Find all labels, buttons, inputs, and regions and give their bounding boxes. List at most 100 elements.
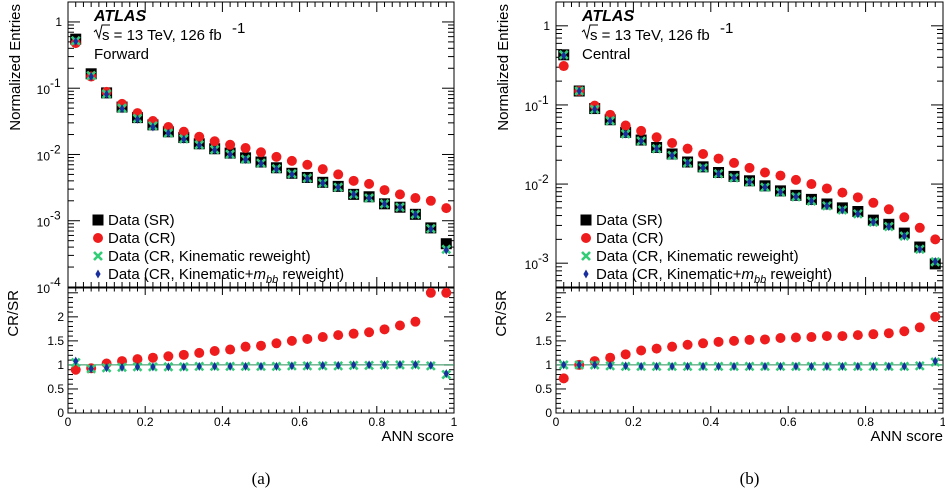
ratio-point — [425, 287, 436, 298]
ratio-point — [561, 360, 567, 370]
data-point — [425, 195, 436, 206]
data-point — [394, 189, 405, 200]
data-point — [428, 224, 434, 234]
data-point — [443, 245, 449, 255]
data-point — [806, 179, 817, 190]
data-point — [88, 72, 94, 82]
ratio-point — [209, 345, 220, 356]
ratio-tick-label: 1 — [545, 358, 552, 372]
ratio-point — [132, 354, 143, 365]
data-point — [333, 169, 344, 180]
ratio-point — [212, 361, 218, 371]
y-tick-exponent: -3 — [538, 251, 549, 265]
ratio-point — [364, 327, 375, 338]
ratio-point — [333, 330, 344, 341]
y-tick-exponent: -3 — [50, 209, 61, 223]
data-point — [242, 154, 249, 164]
data-point — [440, 238, 452, 250]
ratio-point — [412, 359, 418, 369]
data-point — [410, 193, 421, 204]
legend-entry: Data (CR) — [596, 230, 664, 247]
ratio-point — [698, 338, 709, 349]
ratio-point — [638, 361, 644, 371]
data-point — [837, 187, 848, 198]
ratio-point — [163, 351, 174, 362]
ratio-point — [441, 287, 452, 298]
ratio-point — [302, 333, 313, 344]
data-point — [669, 150, 675, 160]
ratio-point — [623, 361, 629, 371]
ratio-point — [256, 340, 266, 351]
data-point — [930, 234, 941, 245]
data-point — [364, 178, 375, 189]
ratio-point — [852, 330, 863, 341]
ratio-point — [366, 360, 372, 370]
ratio-point — [839, 361, 845, 371]
ratio-point — [620, 349, 631, 360]
series-circle — [70, 38, 452, 214]
x-tick-label: 1 — [451, 415, 458, 429]
data-point — [227, 149, 233, 159]
legend-marker — [92, 214, 104, 226]
data-point — [381, 199, 388, 209]
ratio-point — [932, 356, 938, 366]
ratio-tick-label: 0.5 — [535, 382, 552, 396]
y-tick-label: 10 — [525, 258, 539, 272]
legend-entry: Data (CR, Kinematic reweight) — [108, 248, 311, 265]
ratio-point — [746, 361, 753, 371]
series-diamond — [73, 36, 449, 255]
x-axis-label: ANN score — [870, 428, 943, 445]
region-label: Forward — [94, 46, 149, 63]
x-axis-label: ANN score — [381, 428, 454, 445]
data-point — [209, 136, 220, 147]
data-point — [620, 120, 631, 131]
data-point — [181, 134, 187, 144]
x-tick-label: 0.8 — [368, 415, 385, 429]
ratio-tick-label: 2 — [545, 310, 552, 324]
data-point — [852, 192, 863, 203]
data-point — [317, 164, 328, 175]
ratio-tick-label: 1 — [57, 358, 64, 372]
data-point — [397, 202, 403, 212]
data-point — [744, 162, 755, 173]
data-point — [654, 144, 660, 154]
y-tick-label: 1 — [55, 15, 62, 29]
data-point — [638, 136, 644, 146]
ratio-point — [397, 359, 403, 369]
ratio-point — [636, 345, 647, 356]
data-point — [104, 89, 110, 99]
data-point — [558, 61, 569, 72]
data-point — [855, 209, 861, 219]
ratio-point — [273, 361, 280, 371]
ratio-point — [883, 328, 894, 339]
ratio-tick-label: 0.5 — [47, 382, 64, 396]
ratio-point — [119, 362, 125, 372]
legend-marker — [93, 251, 103, 261]
x-tick-label: 0 — [553, 415, 560, 429]
data-point — [256, 147, 266, 158]
data-point — [731, 173, 737, 183]
ratio-series-circle — [558, 311, 941, 384]
ratio-point — [744, 334, 755, 345]
x-tick-label: 0.4 — [214, 415, 231, 429]
data-point — [73, 36, 79, 46]
sqrt-radical — [93, 24, 110, 40]
data-point — [320, 178, 326, 188]
x-tick-label: 0.6 — [291, 415, 308, 429]
ratio-point — [304, 361, 310, 371]
ratio-point — [713, 336, 724, 347]
y-axis-label: Normalized Entries — [7, 4, 24, 131]
legend-marker — [580, 214, 592, 226]
ratio-point — [394, 320, 405, 331]
data-point — [790, 174, 801, 185]
ratio-point — [824, 361, 830, 371]
y-axis-label: Normalized Entries — [495, 4, 512, 131]
ratio-point — [240, 341, 251, 352]
x-tick-label: 0.4 — [702, 415, 719, 429]
ratio-point — [731, 361, 737, 371]
data-point — [775, 170, 786, 181]
ratio-series-diamond — [561, 356, 938, 371]
legend-entry: Data (CR) — [108, 230, 176, 247]
data-point — [366, 193, 372, 203]
x-tick-label: 0 — [65, 415, 72, 429]
